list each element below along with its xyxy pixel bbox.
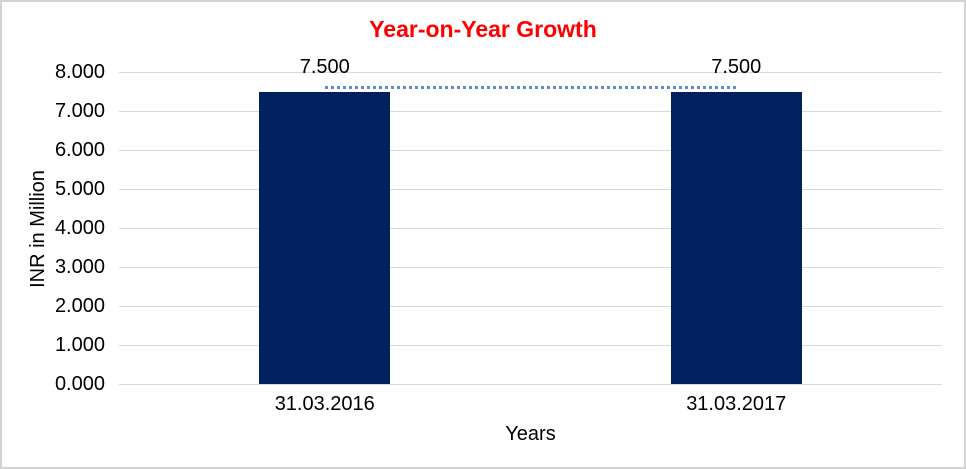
gridline <box>119 189 942 190</box>
bar-31-03-2017 <box>670 91 802 384</box>
data-label: 7.500 <box>299 55 350 78</box>
gridline <box>119 111 942 112</box>
y-tick-label: 5.000 <box>54 178 105 200</box>
gridline <box>119 267 942 268</box>
chart-title: Year-on-Year Growth <box>369 16 597 42</box>
y-tick-label: 3.000 <box>54 256 105 278</box>
gridline <box>119 384 942 385</box>
gridline <box>119 72 942 73</box>
plot-area: 7.500 7.500 <box>119 56 942 385</box>
x-tick-label: 31.03.2016 <box>274 393 375 415</box>
x-tick-label: 31.03.2017 <box>686 393 787 415</box>
gridline <box>119 228 942 229</box>
y-tick-label: 7.000 <box>54 100 105 122</box>
y-tick-label: 2.000 <box>54 295 105 317</box>
gridline <box>119 345 942 346</box>
y-tick-label: 4.000 <box>54 217 105 239</box>
y-tick-label: 1.000 <box>54 334 105 356</box>
y-tick-label: 0.000 <box>54 373 105 395</box>
data-label: 7.500 <box>711 55 762 78</box>
bar-31-03-2016 <box>259 91 391 384</box>
x-axis-title: Years <box>505 423 556 445</box>
growth-connector-line <box>324 85 737 89</box>
y-tick-label: 6.000 <box>54 139 105 161</box>
y-tick-label: 8.000 <box>54 61 105 83</box>
gridline <box>119 150 942 151</box>
gridline <box>119 306 942 307</box>
